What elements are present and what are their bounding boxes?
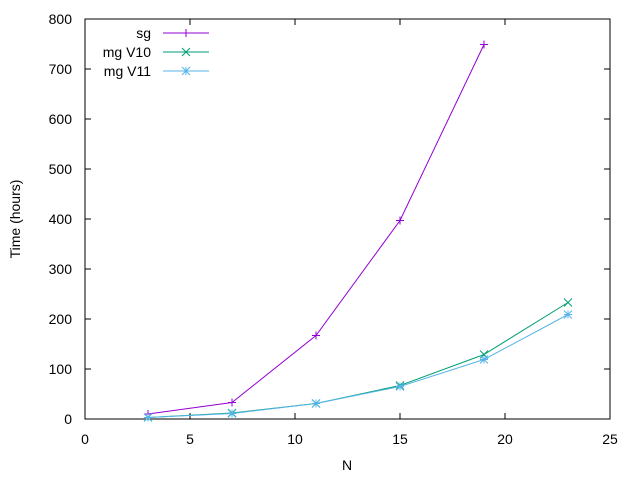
data-point-sg [228, 398, 236, 407]
legend-marker-mg-v11 [181, 66, 191, 76]
series-layer [143, 40, 573, 422]
data-point-mg-v10 [563, 298, 573, 307]
x-tick-label: 25 [602, 431, 618, 447]
y-tick-label: 500 [49, 161, 73, 177]
y-tick-label: 600 [49, 111, 73, 127]
series-line-mg-v11 [147, 314, 569, 418]
data-point-mg-v11 [311, 399, 321, 408]
y-axis: 0 100 200 300 400 500 600 700 800 [49, 11, 610, 427]
plot-frame [84, 18, 611, 420]
x-tick-label: 20 [497, 431, 513, 447]
data-point-mg-v11 [395, 382, 405, 391]
x-tick-label: 10 [287, 431, 303, 447]
y-tick-label: 800 [49, 11, 73, 27]
data-point-mg-v11 [563, 310, 573, 319]
series-line-mg-v10 [147, 302, 569, 418]
legend-label-sg: sg [136, 25, 151, 41]
x-tick-label: 5 [186, 431, 194, 447]
data-point-sg [396, 216, 404, 225]
x-axis: 0 5 10 15 20 25 [81, 19, 618, 447]
legend-marker-mg-v10 [181, 47, 191, 57]
y-tick-label: 700 [49, 61, 73, 77]
data-point-mg-v11 [227, 409, 237, 418]
legend: sg mg V10 mg V11 [103, 25, 209, 79]
legend-label-mg-v11: mg V11 [104, 63, 151, 79]
data-point-sg [312, 331, 320, 340]
y-axis-label: Time (hours) [7, 180, 23, 259]
data-point-mg-v11 [143, 413, 153, 422]
legend-label-mg-v10: mg V10 [103, 44, 151, 60]
x-axis-label: N [342, 457, 352, 473]
y-tick-label: 200 [49, 311, 73, 327]
y-tick-label: 400 [49, 211, 73, 227]
y-tick-label: 100 [49, 361, 73, 377]
y-tick-label: 300 [49, 261, 73, 277]
series-line-sg [147, 44, 485, 415]
data-point-mg-v11 [479, 355, 489, 364]
data-point-sg [480, 40, 488, 49]
x-tick-label: 0 [81, 431, 89, 447]
y-tick-label: 0 [64, 411, 72, 427]
x-tick-label: 15 [392, 431, 408, 447]
legend-marker-sg [182, 29, 190, 37]
